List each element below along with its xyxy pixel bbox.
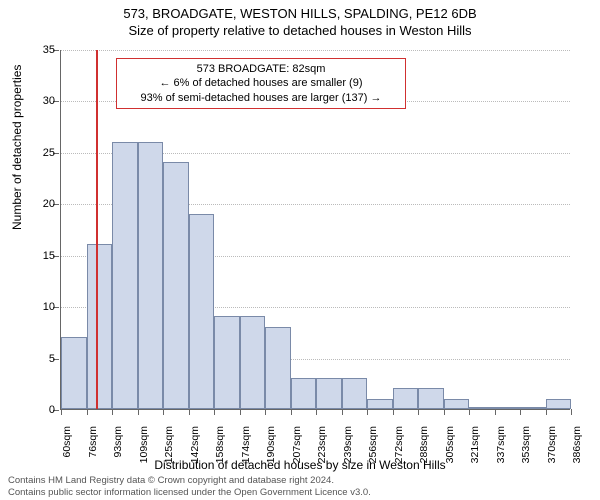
annotation-box: 573 BROADGATE: 82sqm← 6% of detached hou… [116,58,406,109]
ytick-label: 25 [29,147,55,159]
histogram-bar [393,388,419,409]
ytick-label: 5 [29,353,55,365]
histogram-plot: 0510152025303560sqm76sqm93sqm109sqm125sq… [60,50,570,410]
ytick-label: 30 [29,95,55,107]
histogram-bar [469,407,495,409]
ytick-label: 20 [29,198,55,210]
histogram-bar [444,399,470,409]
histogram-bar [367,399,393,409]
annotation-line3: 93% of semi-detached houses are larger (… [123,91,399,105]
chart-title-line2: Size of property relative to detached ho… [0,23,600,40]
footer-attribution: Contains HM Land Registry data © Crown c… [8,475,371,498]
histogram-bar [214,316,240,409]
ytick-label: 35 [29,44,55,56]
chart-title-line1: 573, BROADGATE, WESTON HILLS, SPALDING, … [0,6,600,23]
histogram-bar [342,378,368,409]
histogram-bar [61,337,87,409]
ytick-label: 15 [29,250,55,262]
footer-line2: Contains public sector information licen… [8,487,371,498]
histogram-bar [189,214,215,409]
ytick-label: 10 [29,301,55,313]
ytick-label: 0 [29,404,55,416]
annotation-line2: ← 6% of detached houses are smaller (9) [123,76,399,90]
histogram-bar [112,142,138,409]
histogram-bar [316,378,342,409]
footer-line1: Contains HM Land Registry data © Crown c… [8,475,371,486]
histogram-bar [418,388,444,409]
histogram-bar [87,244,113,409]
reference-line [96,50,98,409]
yaxis-title: Number of detached properties [10,65,24,230]
histogram-bar [546,399,572,409]
histogram-bar [495,407,521,409]
xaxis-title: Distribution of detached houses by size … [0,458,600,472]
histogram-bar [240,316,266,409]
annotation-line1: 573 BROADGATE: 82sqm [123,62,399,76]
histogram-bar [163,162,189,409]
histogram-bar [265,327,291,409]
histogram-bar [520,407,546,409]
histogram-bar [138,142,164,409]
histogram-bar [291,378,317,409]
